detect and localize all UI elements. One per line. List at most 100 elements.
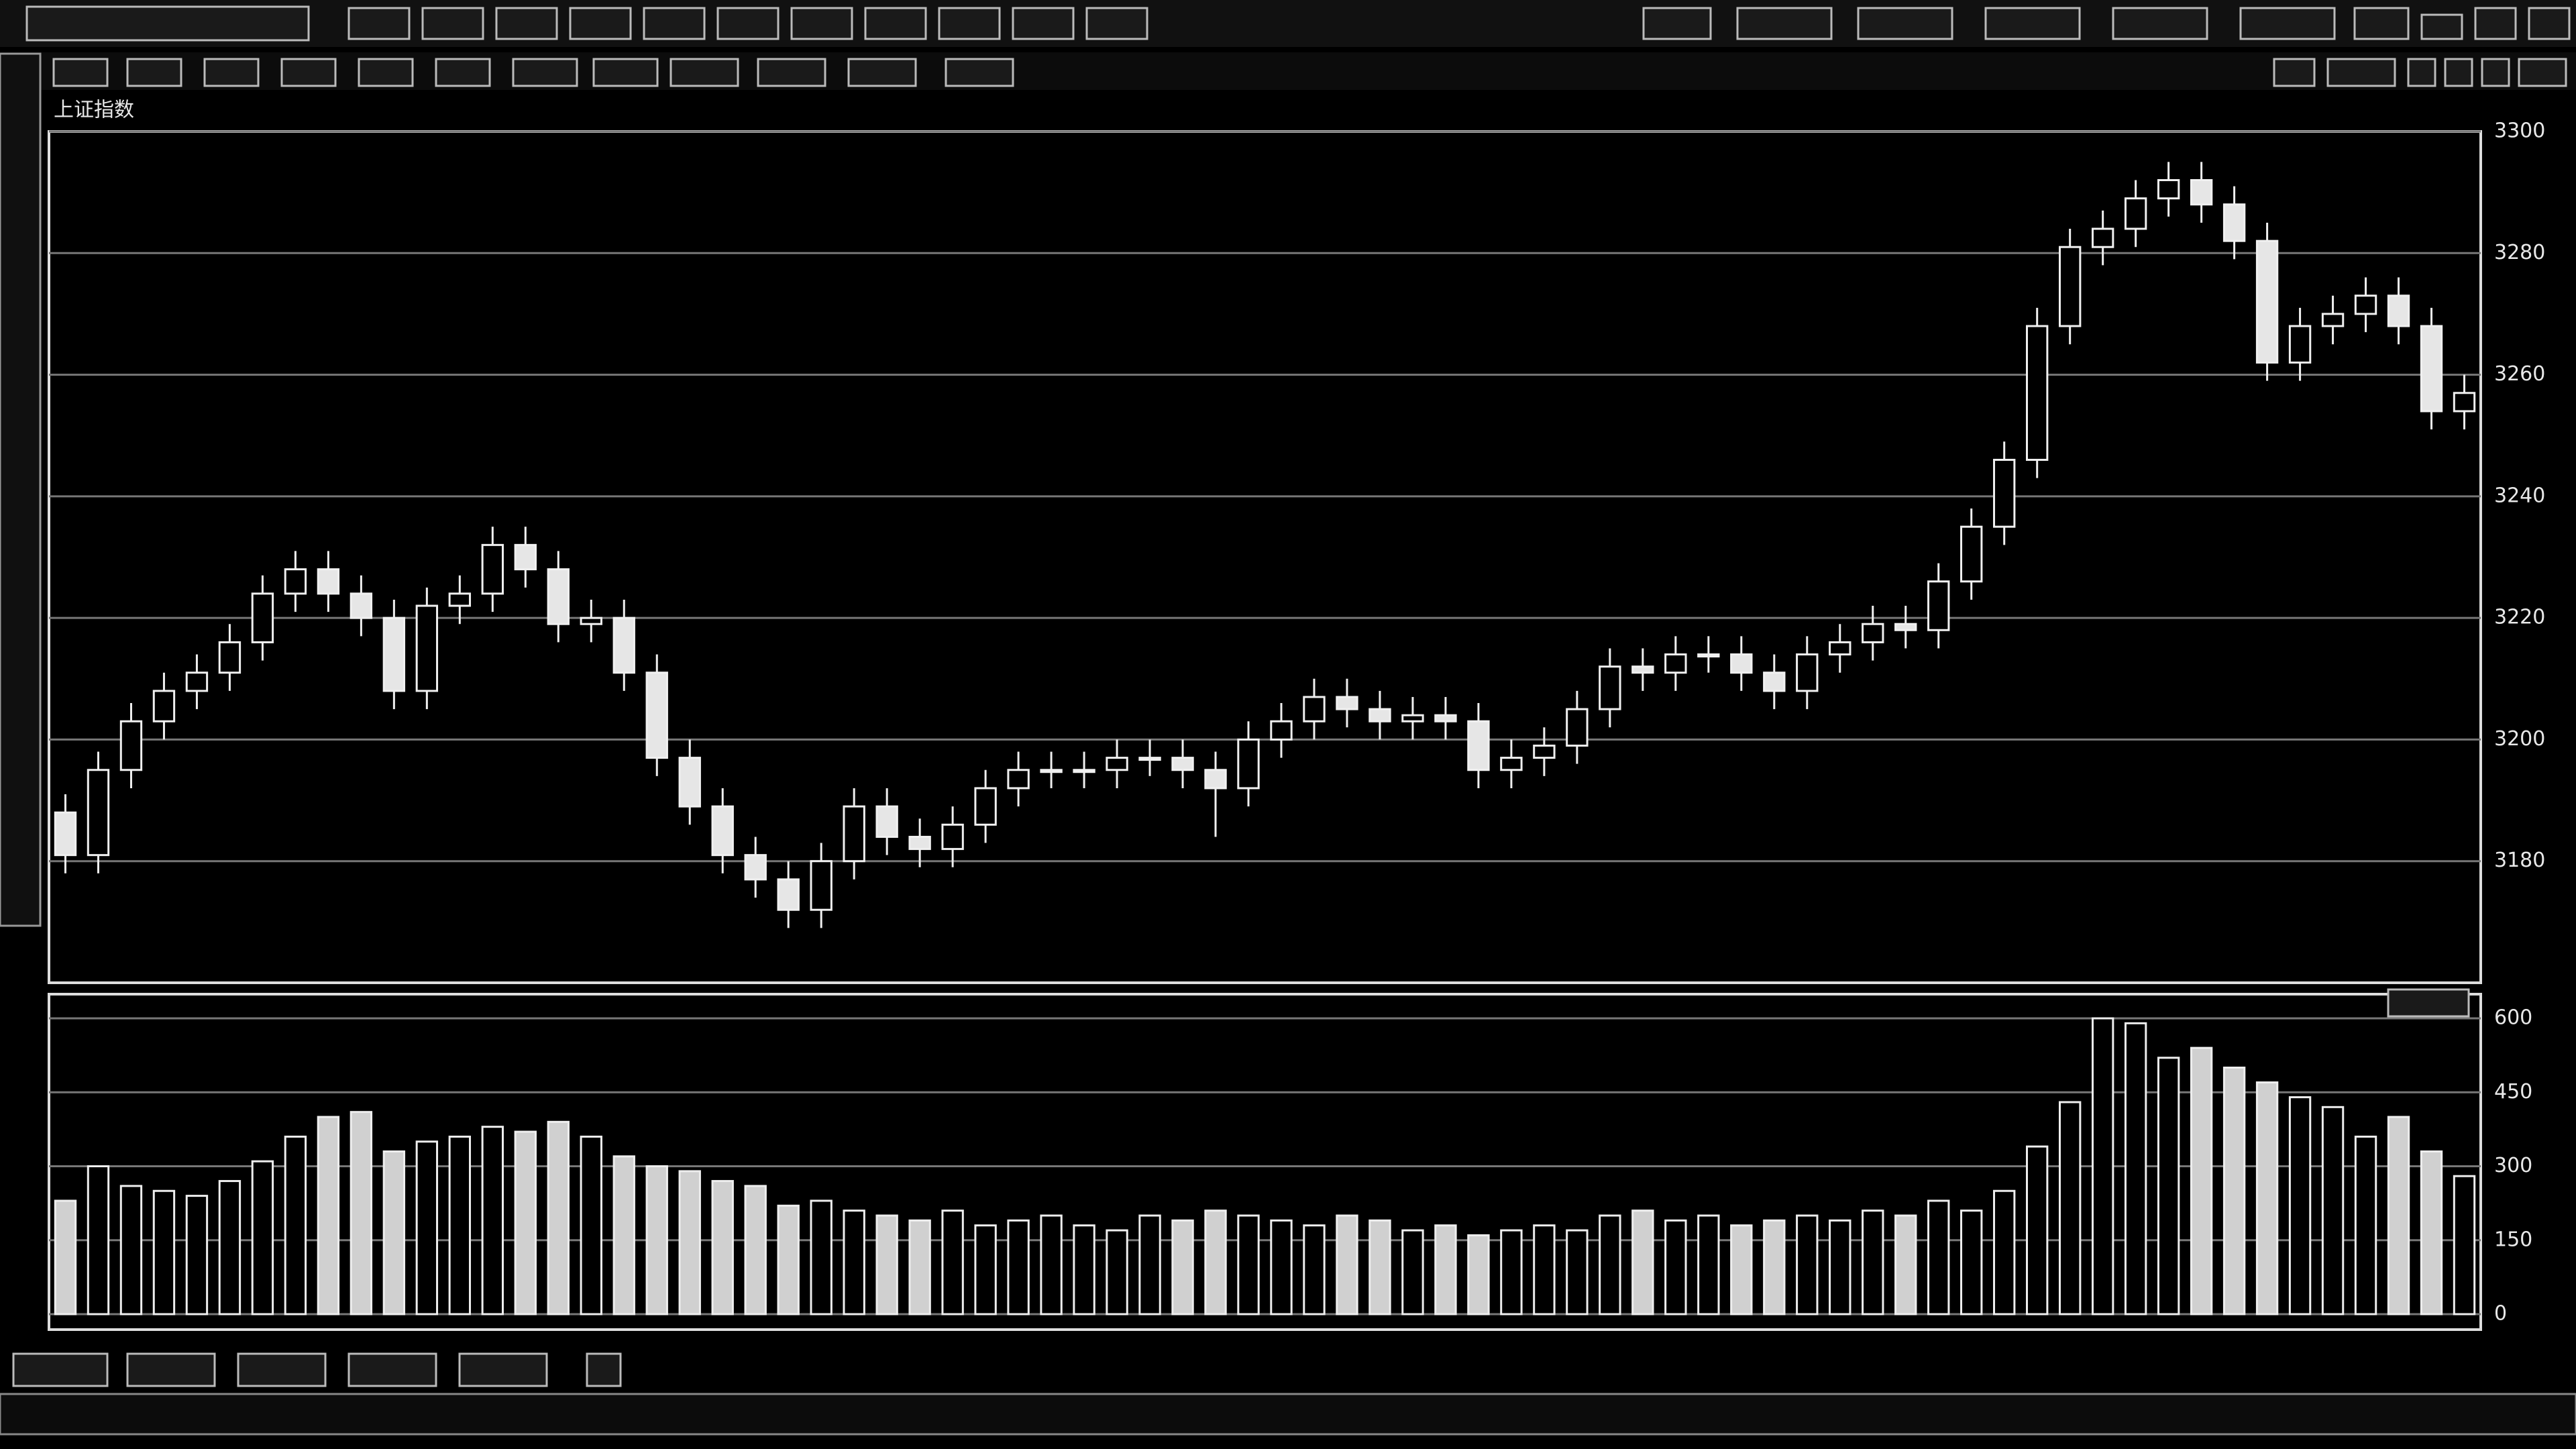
- volume-bar: [2025, 1145, 2049, 1316]
- candle-body: [875, 805, 898, 838]
- tool-button[interactable]: [2481, 58, 2510, 87]
- indicator-dropdown[interactable]: [2387, 988, 2470, 1018]
- candle-body: [1894, 623, 1917, 631]
- volume-bar: [1040, 1214, 1063, 1316]
- menu-item[interactable]: [2239, 7, 2336, 40]
- tool-button[interactable]: [2273, 58, 2316, 87]
- period-button[interactable]: [52, 58, 109, 87]
- menu-item[interactable]: [1642, 7, 1712, 40]
- menu-item[interactable]: [938, 7, 1001, 40]
- candle-body: [2222, 203, 2246, 242]
- menu-item[interactable]: [864, 7, 927, 40]
- app-logo: [25, 5, 310, 42]
- volume-bar: [547, 1120, 570, 1316]
- period-button[interactable]: [435, 58, 491, 87]
- candle-body: [152, 690, 176, 722]
- volume-bar: [481, 1126, 504, 1316]
- tool-button[interactable]: [2326, 58, 2396, 87]
- period-button[interactable]: [126, 58, 182, 87]
- menu-item[interactable]: [1012, 7, 1075, 40]
- period-button[interactable]: [592, 58, 659, 87]
- volume-bar: [2288, 1096, 2312, 1316]
- candle-body: [1434, 714, 1457, 722]
- candle-body: [1303, 696, 1326, 722]
- candle-body: [810, 860, 833, 911]
- candle-body: [2025, 325, 2049, 461]
- menu-item[interactable]: [1736, 7, 1833, 40]
- candle-body: [350, 592, 373, 619]
- volume-bar: [1368, 1219, 1391, 1316]
- volume-bar: [2157, 1057, 2180, 1316]
- candle-body: [1040, 769, 1063, 773]
- volume-bar: [1106, 1229, 1128, 1316]
- tool-button[interactable]: [2444, 58, 2473, 87]
- candle-body: [1073, 769, 1095, 773]
- candle-body: [1171, 757, 1194, 771]
- volume-bar: [1237, 1214, 1260, 1316]
- menu-item[interactable]: [347, 7, 411, 40]
- side-tabs[interactable]: [0, 52, 42, 927]
- volume-bar: [2354, 1135, 2377, 1316]
- volume-bar: [1993, 1189, 2016, 1316]
- volume-bar: [1401, 1229, 1424, 1316]
- trade-tab[interactable]: [126, 1352, 216, 1387]
- trade-tab[interactable]: [458, 1352, 548, 1387]
- volume-bar: [1730, 1224, 1753, 1316]
- volume-bar: [152, 1189, 176, 1316]
- maximize-button[interactable]: [2474, 7, 2517, 40]
- candle-body: [1993, 458, 2016, 528]
- minimize-button[interactable]: [2420, 13, 2463, 40]
- candle-body: [284, 568, 307, 595]
- trade-tab[interactable]: [12, 1352, 109, 1387]
- candle-body: [1599, 665, 1621, 710]
- volume-bar: [514, 1130, 537, 1316]
- bottom-tabs: [12, 1352, 622, 1387]
- period-button[interactable]: [203, 58, 260, 87]
- menu-item[interactable]: [716, 7, 780, 40]
- volume-bar: [54, 1199, 77, 1316]
- menu-item[interactable]: [421, 7, 484, 40]
- trade-tab[interactable]: [237, 1352, 327, 1387]
- add-tab[interactable]: [586, 1352, 622, 1387]
- period-button[interactable]: [757, 58, 826, 87]
- period-button[interactable]: [358, 58, 414, 87]
- menu-item[interactable]: [643, 7, 706, 40]
- period-button[interactable]: [512, 58, 578, 87]
- volume-bar: [1270, 1219, 1293, 1316]
- trade-tab[interactable]: [347, 1352, 437, 1387]
- volume-tick-label: 150: [2494, 1228, 2532, 1251]
- volume-bar: [1533, 1224, 1556, 1316]
- candle-body: [1664, 653, 1687, 674]
- volume-bar: [580, 1135, 602, 1316]
- y-tick-label: 3180: [2494, 849, 2545, 872]
- close-button[interactable]: [2528, 7, 2571, 40]
- candle-body: [1106, 757, 1128, 771]
- volume-bar: [645, 1165, 668, 1316]
- volume-bar: [87, 1165, 110, 1316]
- candle-body: [1829, 641, 1851, 656]
- status-bar: [0, 1393, 2576, 1436]
- menu-item[interactable]: [569, 7, 632, 40]
- period-dropdown[interactable]: [945, 58, 1014, 87]
- volume-bar: [1007, 1219, 1030, 1316]
- menu-item[interactable]: [1857, 7, 1953, 40]
- period-button[interactable]: [280, 58, 337, 87]
- volume-bar: [2222, 1067, 2246, 1316]
- period-button[interactable]: [669, 58, 739, 87]
- menu-item[interactable]: [790, 7, 853, 40]
- candle-body: [1533, 744, 1556, 759]
- menu-item[interactable]: [1085, 7, 1148, 40]
- menu-item[interactable]: [495, 7, 558, 40]
- candle-body: [547, 568, 570, 625]
- candle-body: [2288, 325, 2312, 364]
- menu-item[interactable]: [2112, 7, 2208, 40]
- volume-bar: [908, 1219, 931, 1316]
- menu-item[interactable]: [1984, 7, 2081, 40]
- tool-button[interactable]: [2407, 58, 2436, 87]
- candle-body: [2387, 294, 2410, 327]
- tool-button[interactable]: [2518, 58, 2567, 87]
- menu-item[interactable]: [2353, 7, 2410, 40]
- volume-panel: [48, 993, 2482, 1331]
- volume-bar: [1303, 1224, 1326, 1316]
- period-button[interactable]: [847, 58, 917, 87]
